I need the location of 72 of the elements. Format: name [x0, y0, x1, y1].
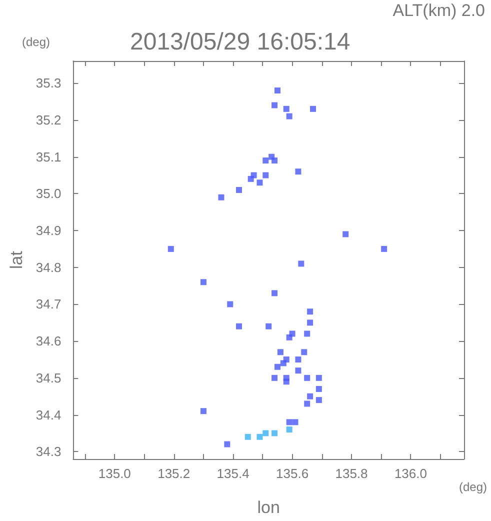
- x-tick-label: 135.4: [216, 466, 250, 481]
- point: [307, 393, 314, 400]
- point: [316, 386, 322, 392]
- point: [292, 419, 298, 426]
- point: [295, 356, 302, 362]
- x-tick-label: 135.0: [98, 466, 131, 481]
- y-tick-label: 34.4: [36, 407, 62, 422]
- y-tick-label: 35.1: [36, 149, 62, 164]
- y-tick-label: 34.8: [36, 260, 62, 275]
- chart-title: 2013/05/29 16:05:14: [130, 28, 350, 56]
- text: (deg): [22, 35, 50, 49]
- point: [304, 400, 310, 407]
- x-tick-label: 135.2: [158, 466, 190, 481]
- point: [381, 246, 388, 252]
- point: [236, 323, 242, 330]
- point: [272, 158, 278, 164]
- y-tick-label: 34.7: [36, 296, 62, 312]
- y-tick-label: 35.0: [36, 186, 62, 202]
- point: [262, 430, 269, 436]
- point: [168, 246, 174, 252]
- x-tick-label: 135.8: [335, 466, 368, 481]
- x-tick-label: 136.0: [394, 466, 427, 481]
- point: [248, 176, 254, 182]
- point: [295, 168, 302, 175]
- point: [274, 364, 280, 370]
- point: [286, 113, 292, 120]
- point: [316, 397, 322, 404]
- point: [272, 102, 278, 108]
- text: (deg): [458, 480, 488, 494]
- point: [277, 349, 284, 356]
- point: [307, 320, 314, 326]
- point: [286, 334, 292, 340]
- point: [307, 308, 314, 315]
- y-tick-label: 34.3: [36, 444, 62, 460]
- point: [224, 441, 230, 448]
- x-axis-title: lon: [257, 498, 280, 517]
- point: [280, 360, 286, 366]
- point: [304, 330, 310, 337]
- y-tick-label: 34.6: [36, 334, 62, 349]
- point: [266, 323, 272, 330]
- y-tick-label: 35.3: [36, 76, 62, 91]
- point: [262, 172, 269, 178]
- point: [244, 434, 251, 440]
- point: [274, 87, 280, 94]
- x-tick-label: 135.6: [276, 466, 309, 481]
- y-tick-label: 35.2: [36, 112, 62, 128]
- point: [200, 279, 206, 286]
- y-tick-label: 34.9: [36, 223, 62, 238]
- point: [262, 158, 269, 164]
- point: [272, 430, 278, 436]
- point: [342, 231, 349, 238]
- point: [286, 419, 292, 426]
- y-tick-label: 34.5: [36, 370, 62, 386]
- point: [295, 368, 302, 374]
- point: [283, 378, 290, 385]
- point: [310, 106, 316, 112]
- point: [256, 434, 263, 440]
- point: [298, 260, 304, 267]
- point: [286, 426, 292, 433]
- point: [218, 194, 224, 200]
- text: ALT(km) 2.0: [392, 1, 486, 20]
- point: [283, 106, 290, 112]
- y-axis-title: lat: [7, 250, 26, 269]
- point: [301, 349, 308, 356]
- point: [227, 301, 234, 308]
- point: [272, 290, 278, 296]
- point: [236, 186, 242, 193]
- point: [256, 180, 263, 186]
- point: [200, 408, 206, 414]
- point: [304, 374, 310, 381]
- point: [272, 374, 278, 381]
- point: [316, 374, 322, 381]
